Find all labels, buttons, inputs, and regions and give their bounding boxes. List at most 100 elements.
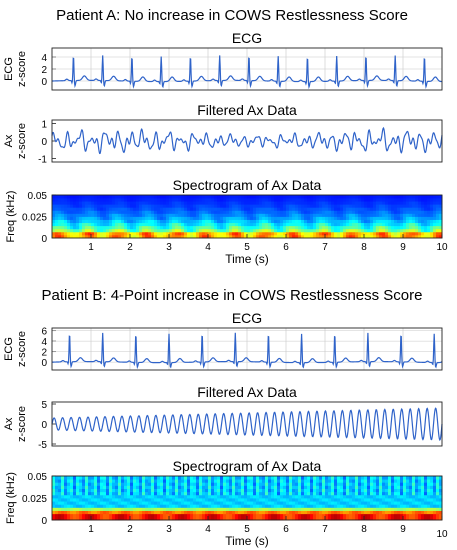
- spectrogram-cell: [424, 498, 428, 502]
- spectrogram-cell: [313, 195, 317, 199]
- spectrogram-cell: [298, 198, 302, 202]
- spectrogram-cell: [244, 498, 248, 502]
- spectrogram-cell: [118, 210, 122, 214]
- spectrogram-cell: [388, 216, 392, 220]
- spectrogram-cell: [268, 498, 272, 502]
- spectrogram-cell: [148, 516, 152, 521]
- spectrogram-cell: [178, 479, 182, 483]
- spectrogram-cell: [331, 485, 335, 489]
- spectrogram-cell: [298, 219, 302, 224]
- spectrogram-cell: [349, 491, 353, 496]
- spectrogram-cell: [424, 510, 428, 515]
- spectrogram-cell: [406, 219, 410, 224]
- spectrogram-cell: [433, 491, 437, 496]
- spectrogram-cell: [73, 516, 77, 521]
- spectrogram-cell: [373, 510, 377, 515]
- x-tick-label: 8: [361, 242, 367, 253]
- spectrogram-cell: [244, 231, 248, 236]
- spectrogram-cell: [187, 479, 191, 483]
- spectrogram-cell: [52, 485, 56, 489]
- spectrogram-cell: [226, 516, 230, 521]
- spectrogram-cell: [313, 501, 317, 505]
- spectrogram-cell: [325, 216, 329, 220]
- spectrogram-cell: [319, 234, 323, 239]
- spectrogram-cell: [328, 234, 332, 239]
- spectrogram-cell: [190, 491, 194, 496]
- spectrogram-cell: [319, 507, 323, 511]
- spectrogram-cell: [139, 485, 143, 489]
- spectrogram-cell: [208, 507, 212, 511]
- spectrogram-cell: [73, 198, 77, 202]
- spectrogram-cell: [316, 513, 320, 518]
- spectrogram-cell: [289, 510, 293, 515]
- spectrogram-cell: [385, 216, 389, 220]
- spectrogram-cell: [379, 513, 383, 518]
- spectrogram-cell: [214, 222, 218, 227]
- spectrogram-cell: [373, 498, 377, 502]
- spectrogram-cell: [202, 501, 206, 505]
- spectrogram-cell: [247, 479, 251, 483]
- spectrogram-cell: [253, 216, 257, 220]
- spectrogram-cell: [403, 222, 407, 227]
- spectrogram-cell: [397, 513, 401, 518]
- spectrogram-cell: [94, 234, 98, 239]
- spectrogram-cell: [304, 213, 308, 217]
- spectrogram-cell: [280, 231, 284, 236]
- spectrogram-cell: [244, 494, 248, 499]
- spectrogram-cell: [349, 201, 353, 205]
- spectrogram-cell: [100, 210, 104, 214]
- spectrogram-cell: [271, 501, 275, 505]
- spectrogram-cell: [277, 516, 281, 521]
- spectrogram-cell: [334, 210, 338, 214]
- spectrogram-cell: [130, 479, 134, 483]
- spectrogram-cell: [226, 201, 230, 205]
- spectrogram-cell: [208, 485, 212, 489]
- spectrogram-cell: [439, 234, 443, 239]
- spectrogram-cell: [268, 479, 272, 483]
- spectrogram-cell: [397, 491, 401, 496]
- spectrogram-cell: [424, 207, 428, 211]
- spectrogram-cell: [316, 482, 320, 486]
- spectrogram-cell: [124, 498, 128, 502]
- spectrogram-cell: [223, 195, 227, 199]
- spectrogram-cell: [367, 516, 371, 521]
- spectrogram-cell: [421, 494, 425, 499]
- spectrogram-cell: [418, 228, 422, 233]
- spectrogram-cell: [274, 234, 278, 239]
- spectrogram-cell: [334, 488, 338, 493]
- spectrogram-cell: [349, 207, 353, 211]
- spectrogram-cell: [340, 504, 344, 508]
- spectrogram-cell: [217, 513, 221, 518]
- y-tick-label: 0: [41, 77, 47, 88]
- spectrogram-cell: [376, 201, 380, 205]
- spectrogram-cell: [319, 195, 323, 199]
- spectrogram-cell: [277, 234, 281, 239]
- spectrogram-cell: [433, 222, 437, 227]
- spectrogram-cell: [148, 216, 152, 220]
- spectrogram-cell: [382, 488, 386, 493]
- spectrogram-cell: [364, 204, 368, 208]
- spectrogram-cell: [385, 504, 389, 508]
- spectrogram-cell: [235, 476, 239, 480]
- spectrogram-cell: [370, 198, 374, 202]
- spectrogram-cell: [145, 207, 149, 211]
- spectrogram-cell: [130, 195, 134, 199]
- spectrogram-cell: [286, 488, 290, 493]
- spectrogram-cell: [151, 479, 155, 483]
- spectrogram-cell: [286, 219, 290, 224]
- spectrogram-cell: [91, 225, 95, 230]
- spectrogram-cell: [193, 207, 197, 211]
- spectrogram-cell: [115, 225, 119, 230]
- spectrogram-cell: [286, 513, 290, 518]
- spectrogram-cell: [424, 476, 428, 480]
- spectrogram-cell: [256, 510, 260, 515]
- spectrogram-cell: [157, 513, 161, 518]
- spectrogram-cell: [172, 488, 176, 493]
- spectrogram-cell: [427, 198, 431, 202]
- spectrogram-cell: [415, 491, 419, 496]
- spectrogram-cell: [364, 213, 368, 217]
- spectrogram-cell: [175, 476, 179, 480]
- spectrogram-cell: [274, 225, 278, 230]
- spectrogram-cell: [109, 195, 113, 199]
- spectrogram-cell: [427, 195, 431, 199]
